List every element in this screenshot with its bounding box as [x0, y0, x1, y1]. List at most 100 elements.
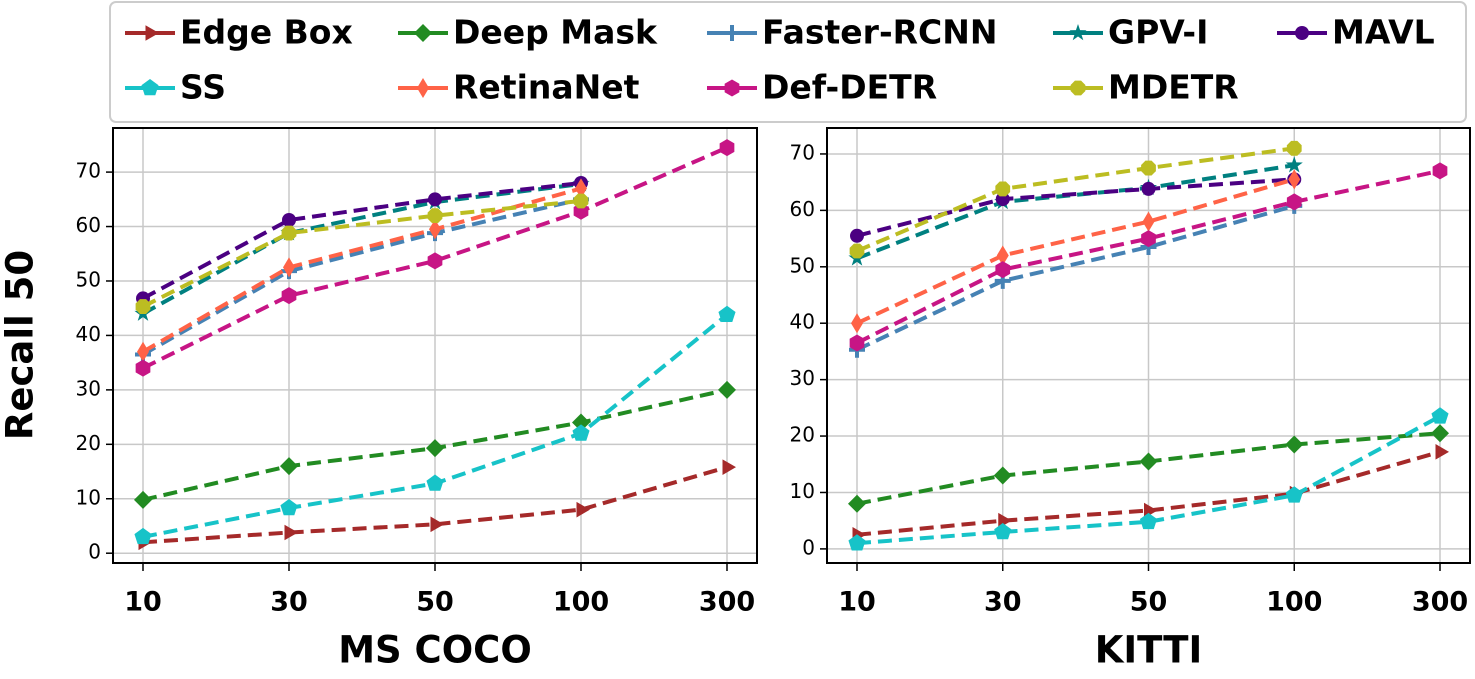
marker: [993, 466, 1012, 485]
x-tick-label: 100: [553, 587, 609, 618]
legend-entry: Deep Mask: [398, 13, 658, 52]
marker: [1435, 444, 1449, 460]
series-line: [856, 177, 1295, 238]
marker: [281, 287, 297, 305]
marker: [426, 439, 444, 458]
marker: [1286, 193, 1302, 211]
marker: [575, 178, 587, 199]
marker: [1431, 407, 1449, 424]
marker: [284, 524, 298, 541]
legend-label: GPV-I: [1108, 13, 1208, 52]
y-tick-label: 0: [802, 535, 815, 559]
marker: [141, 79, 159, 96]
x-tick-label: 300: [1412, 587, 1468, 618]
marker: [430, 516, 444, 533]
marker: [724, 79, 740, 97]
marker: [848, 494, 866, 513]
legend-label: Edge Box: [180, 13, 353, 52]
marker: [428, 192, 442, 207]
legend-label: SS: [180, 68, 226, 107]
x-tick-label: 30: [984, 587, 1022, 618]
marker: [1295, 26, 1309, 40]
marker: [1070, 80, 1086, 96]
legend-entry: GPV-I: [1053, 13, 1208, 52]
x-tick-label: 50: [1130, 587, 1168, 618]
legend-entry: RetinaNet: [398, 68, 640, 107]
marker: [572, 413, 590, 432]
marker: [1142, 211, 1155, 232]
series-line: [856, 177, 1295, 326]
series-line: [142, 197, 582, 357]
marker: [722, 459, 736, 475]
marker: [996, 245, 1009, 266]
marker: [995, 181, 1011, 197]
x-tick-label: 30: [270, 587, 308, 618]
legend-frame: [109, 1, 1467, 123]
legend-label: Def-DETR: [762, 68, 937, 107]
marker: [1141, 160, 1156, 176]
legend-label: RetinaNet: [453, 68, 640, 107]
marker: [573, 193, 589, 209]
x-tick-label: 300: [699, 587, 755, 618]
marker: [718, 305, 736, 323]
y-tick-label: 40: [790, 310, 815, 334]
marker: [426, 474, 444, 491]
y-axis-label: Recall 50: [0, 250, 42, 440]
marker: [718, 380, 736, 399]
series-line: [856, 449, 1441, 537]
marker: [1285, 486, 1303, 503]
y-tick-label: 30: [76, 376, 101, 400]
x-tick-label: 100: [1266, 587, 1322, 618]
marker: [851, 313, 863, 334]
marker: [1431, 424, 1449, 443]
y-tick-label: 70: [76, 159, 101, 183]
marker: [427, 208, 443, 224]
marker: [135, 359, 151, 377]
marker: [995, 261, 1011, 279]
marker: [417, 78, 429, 98]
y-tick-label: 50: [790, 253, 815, 277]
legend-label: Faster-RCNN: [762, 13, 998, 52]
series-line: [142, 145, 728, 370]
marker: [576, 501, 590, 518]
series-line: [142, 198, 582, 309]
marker: [848, 534, 866, 551]
x-tick-label: 10: [838, 587, 876, 618]
marker: [135, 299, 151, 314]
legend-entry: MDETR: [1053, 68, 1239, 107]
marker: [145, 25, 159, 41]
legend-entry: Edge Box: [125, 13, 353, 52]
legend-label: MAVL: [1332, 13, 1435, 52]
y-tick-label: 60: [790, 197, 815, 221]
marker: [281, 225, 297, 241]
x-axis-label: KITTI: [1095, 629, 1203, 672]
marker: [1141, 230, 1156, 248]
marker: [1286, 140, 1302, 156]
series-line: [856, 414, 1441, 546]
series-line: [856, 168, 1441, 345]
marker: [1139, 452, 1158, 471]
series-line: [142, 465, 728, 545]
marker: [1288, 169, 1301, 190]
y-tick-label: 60: [76, 213, 101, 237]
marker: [572, 424, 590, 441]
y-tick-label: 0: [88, 540, 101, 564]
series-line: [856, 146, 1295, 253]
marker: [1069, 24, 1087, 41]
marker: [1139, 512, 1158, 530]
marker: [724, 25, 740, 41]
legend-entry: Def-DETR: [707, 68, 937, 107]
marker: [1432, 162, 1448, 180]
x-tick-label: 10: [124, 587, 162, 618]
marker: [994, 522, 1012, 540]
y-tick-label: 30: [790, 366, 815, 390]
marker: [414, 24, 432, 42]
series-line: [142, 180, 582, 301]
series-line: [141, 186, 582, 354]
marker: [1285, 435, 1304, 454]
y-tick-label: 10: [76, 485, 101, 509]
marker: [1141, 181, 1156, 196]
legend-entry: SS: [125, 68, 226, 107]
marker: [280, 457, 298, 476]
marker: [429, 219, 441, 240]
